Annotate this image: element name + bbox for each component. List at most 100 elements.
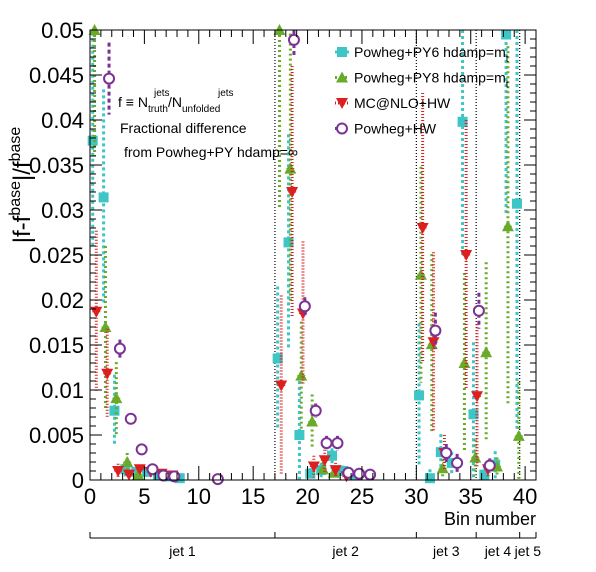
data-point — [284, 162, 297, 174]
data-point — [501, 29, 512, 40]
data-point — [416, 223, 429, 234]
formula-sub-truth: truth — [148, 104, 168, 115]
data-point — [90, 306, 103, 318]
legend: Powheg+PY6 hdamp=mt Powheg+PY8 hdamp=mt MC… — [335, 44, 509, 137]
data-point — [424, 473, 435, 484]
plot-area — [274, 30, 521, 480]
data-point — [440, 447, 453, 459]
data-point — [436, 462, 449, 474]
data-point — [451, 456, 464, 469]
annotation-line2: Fractional difference — [120, 120, 247, 136]
y-axis-label-sup: base — [7, 181, 24, 216]
y-tick-label: 0 — [72, 468, 84, 493]
data-point — [103, 72, 116, 85]
formula-prefix: f ≡ N — [118, 94, 148, 110]
formula-mid: /N — [168, 94, 182, 110]
y-tick-label: 0.045 — [29, 63, 84, 88]
data-point — [353, 467, 366, 480]
data-point — [286, 187, 299, 198]
legend-entry-label: Powheg+PY6 hdamp=mt — [354, 44, 509, 65]
data-point — [511, 198, 522, 209]
data-point — [414, 268, 427, 280]
axes: 0 0.005 0.01 0.015 0.02 0.025 0.03 0.035 0.04 0.0… — [29, 18, 537, 509]
data-point — [298, 300, 311, 313]
data-point — [101, 368, 114, 380]
data-point — [501, 220, 514, 232]
data-point — [460, 250, 473, 261]
data-point — [113, 342, 126, 355]
data-point — [469, 451, 482, 463]
legend-swatch-marker — [337, 47, 347, 57]
data-point — [110, 392, 123, 404]
series-2 — [90, 66, 494, 483]
data-point — [275, 380, 288, 392]
data-point — [512, 429, 525, 441]
y-tick-label: 0.02 — [41, 288, 84, 313]
data-point — [457, 116, 468, 127]
data-point — [294, 430, 305, 440]
annotation-box: f ≡ Ntruth/Nunfolded jets jets Fractiona… — [118, 88, 298, 160]
data-point — [320, 437, 333, 450]
data-point — [124, 412, 137, 425]
data-point — [146, 463, 159, 476]
legend-swatch-marker — [336, 98, 348, 109]
x-tick-label: 0 — [84, 484, 96, 509]
y-axis-label-tail-sup: base — [7, 127, 24, 162]
legend-swatch-marker — [336, 122, 348, 135]
data-point — [283, 237, 294, 248]
data-point — [429, 324, 442, 337]
formula-sup-jets-1: jets — [153, 88, 170, 99]
legend-entry-label: MC@NLO+HW — [354, 95, 451, 111]
x-tick-label: 30 — [404, 484, 428, 509]
y-axis-label-main: |f-f — [9, 215, 36, 243]
data-point — [133, 464, 146, 476]
data-point — [414, 390, 425, 401]
data-point — [122, 469, 135, 481]
data-point — [295, 369, 308, 381]
data-point — [109, 405, 120, 416]
data-point — [309, 404, 322, 417]
data-point — [458, 357, 471, 368]
y-tick-label: 0.04 — [41, 108, 84, 133]
y-axis-title: |f-fbase|/fbase — [7, 127, 36, 244]
formula-sub-unfolded: unfolded — [182, 104, 220, 115]
x-axis-title: Bin number — [444, 509, 536, 529]
legend-entry-label: Powheg+PY8 hdamp=mt — [354, 70, 509, 91]
data-point — [327, 450, 338, 461]
data-point — [305, 468, 316, 479]
y-tick-label: 0.03 — [41, 198, 84, 223]
jet-group-label: jet 4 — [484, 543, 512, 559]
data-point — [272, 353, 283, 364]
legend-swatch-marker — [336, 71, 348, 83]
y-tick-label: 0.015 — [29, 333, 84, 358]
data-point — [480, 346, 493, 358]
data-point — [329, 465, 342, 477]
data-point — [307, 461, 320, 473]
legend-entry-label: Powheg+HW — [354, 121, 437, 137]
data-point — [112, 466, 125, 477]
y-tick-label: 0.035 — [29, 153, 84, 178]
data-point — [427, 337, 440, 349]
formula-sup-jets-2: jets — [217, 88, 234, 99]
x-tick-label: 10 — [187, 484, 211, 509]
data-point — [364, 468, 377, 481]
data-point — [483, 459, 496, 472]
data-point — [342, 466, 355, 479]
x-tick-label: 20 — [295, 484, 319, 509]
x-tick-label: 5 — [138, 484, 150, 509]
jet-group-label: jet 2 — [331, 543, 359, 559]
x-tick-label: 35 — [458, 484, 482, 509]
jet-group-label: jet 5 — [514, 543, 542, 559]
jet-group-label: jet 3 — [432, 543, 460, 559]
data-point — [157, 469, 170, 482]
data-point — [132, 468, 145, 480]
data-point — [98, 192, 109, 203]
x-tick-label: 40 — [513, 484, 537, 509]
data-point — [471, 391, 484, 403]
jet-group-label: jet 1 — [168, 543, 196, 559]
data-point — [87, 135, 98, 146]
data-point — [331, 437, 344, 450]
y-tick-label: 0.05 — [41, 18, 84, 43]
data-point — [211, 473, 224, 486]
